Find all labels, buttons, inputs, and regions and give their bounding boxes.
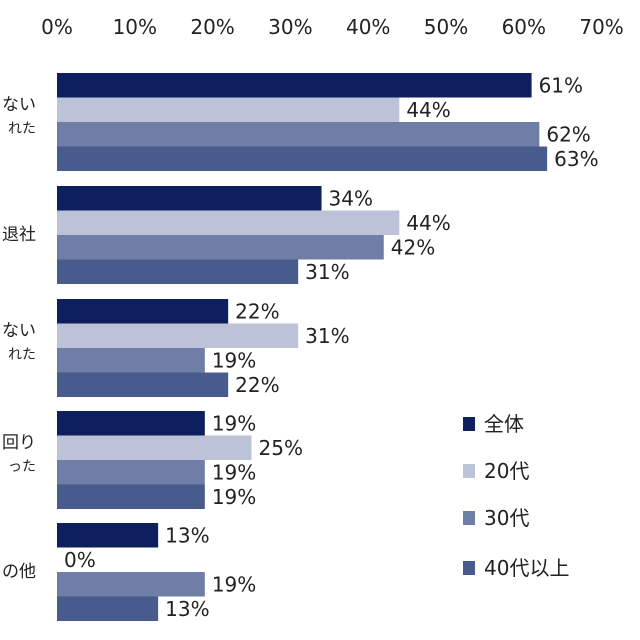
x-axis-ticks: 0% 10% 20% 30% 40% 50% 60% 70% xyxy=(41,15,624,39)
legend-item: 全体 xyxy=(463,412,524,436)
bar xyxy=(57,299,229,324)
category-label: の他 xyxy=(2,562,36,582)
legend-label: 20代 xyxy=(484,459,529,483)
x-tick-label: 30% xyxy=(268,15,312,39)
data-label: 19% xyxy=(212,348,256,372)
data-label: 31% xyxy=(305,260,349,284)
data-label: 13% xyxy=(165,523,209,547)
category-label: 退社 xyxy=(2,225,36,245)
data-label: 34% xyxy=(329,186,373,210)
data-label: 19% xyxy=(212,485,256,509)
legend-item: 40代以上 xyxy=(463,556,569,580)
data-label: 19% xyxy=(212,411,256,435)
data-label: 42% xyxy=(391,235,435,259)
bar xyxy=(57,73,532,98)
data-label: 22% xyxy=(235,299,279,323)
legend-label: 30代 xyxy=(484,506,529,530)
bar xyxy=(57,186,322,211)
legend-swatch xyxy=(463,464,475,478)
bar-groups: 61%44%62%63%34%44%42%31%22%31%19%22%19%2… xyxy=(57,73,599,621)
bar xyxy=(57,411,205,436)
category-sublabel: れた xyxy=(8,347,36,363)
legend-label: 全体 xyxy=(484,412,524,436)
category-label: 回り xyxy=(2,433,36,453)
category-sublabel: った xyxy=(8,459,36,475)
bar xyxy=(57,460,205,485)
data-label: 63% xyxy=(554,147,598,171)
data-label: 62% xyxy=(546,122,590,146)
bar xyxy=(57,435,252,460)
data-label: 44% xyxy=(406,211,450,235)
category-sublabel: れた xyxy=(8,121,36,137)
bar xyxy=(57,572,205,597)
x-tick-label: 0% xyxy=(41,15,73,39)
data-label: 31% xyxy=(305,324,349,348)
x-tick-label: 50% xyxy=(424,15,468,39)
bar xyxy=(57,484,205,509)
x-tick-label: 10% xyxy=(113,15,157,39)
bar xyxy=(57,122,540,147)
bar-group: 19%25%19%19% xyxy=(57,411,303,509)
legend-item: 20代 xyxy=(463,459,529,483)
bar-group: 22%31%19%22% xyxy=(57,299,350,397)
data-label: 22% xyxy=(235,373,279,397)
data-label: 44% xyxy=(406,98,450,122)
data-label: 19% xyxy=(212,460,256,484)
bar-group: 13%0%19%13% xyxy=(57,523,256,621)
legend: 全体 20代 30代 40代以上 xyxy=(463,412,569,580)
x-tick-label: 40% xyxy=(346,15,390,39)
category-label: ない xyxy=(2,95,36,115)
bar xyxy=(57,97,400,122)
legend-swatch xyxy=(463,417,475,431)
bar xyxy=(57,523,159,548)
x-tick-label: 60% xyxy=(502,15,546,39)
legend-item: 30代 xyxy=(463,506,529,530)
legend-swatch xyxy=(463,511,475,525)
bar xyxy=(57,323,299,348)
bar-group: 34% 44%42% 31% xyxy=(57,186,451,284)
bar xyxy=(57,372,229,397)
bar xyxy=(57,259,299,284)
data-label: 13% xyxy=(165,597,209,621)
x-tick-label: 70% xyxy=(579,15,623,39)
category-label: ない xyxy=(2,321,36,341)
data-label: 25% xyxy=(259,436,303,460)
legend-swatch xyxy=(463,561,475,575)
bar xyxy=(57,348,205,373)
bar xyxy=(57,596,159,621)
bar xyxy=(57,235,384,260)
legend-label: 40代以上 xyxy=(484,556,569,580)
x-tick-label: 20% xyxy=(190,15,234,39)
data-label: 0% xyxy=(64,548,96,572)
bar xyxy=(57,210,400,235)
bar xyxy=(57,146,548,171)
bar-group: 61% 44% 62%63% xyxy=(57,73,599,171)
data-label: 19% xyxy=(212,572,256,596)
data-label: 61% xyxy=(539,73,583,97)
